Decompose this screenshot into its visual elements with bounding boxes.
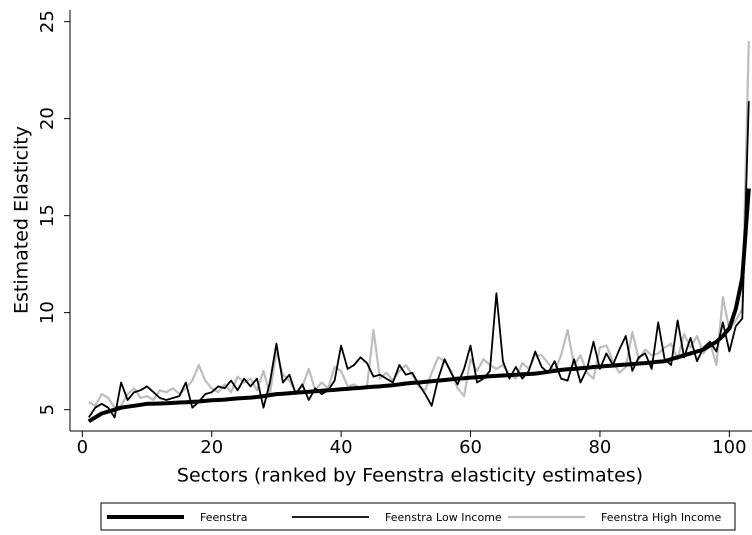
- y-tick-label: 15: [37, 204, 58, 227]
- y-tick-label: 10: [37, 301, 58, 324]
- x-tick-label: 60: [459, 437, 482, 458]
- x-axis-title: Sectors (ranked by Feenstra elasticity e…: [177, 465, 643, 487]
- x-tick-label: 0: [77, 437, 88, 458]
- x-tick-label: 40: [330, 437, 353, 458]
- legend-box: [100, 502, 736, 531]
- y-tick-label: 25: [37, 10, 58, 33]
- legend-label: Feenstra High Income: [601, 511, 722, 524]
- line-series: [88, 40, 750, 409]
- y-tick-label: 5: [37, 404, 58, 415]
- line-series: [88, 101, 750, 419]
- legend-label: Feenstra: [200, 511, 248, 524]
- x-tick-label: 100: [712, 437, 746, 458]
- y-tick-label: 20: [37, 107, 58, 130]
- y-axis-title: Estimated Elasticity: [11, 126, 33, 314]
- x-tick-label: 20: [200, 437, 223, 458]
- line-series: [87, 188, 751, 424]
- legend-label: Feenstra Low Income: [385, 511, 502, 524]
- x-tick-label: 80: [588, 437, 611, 458]
